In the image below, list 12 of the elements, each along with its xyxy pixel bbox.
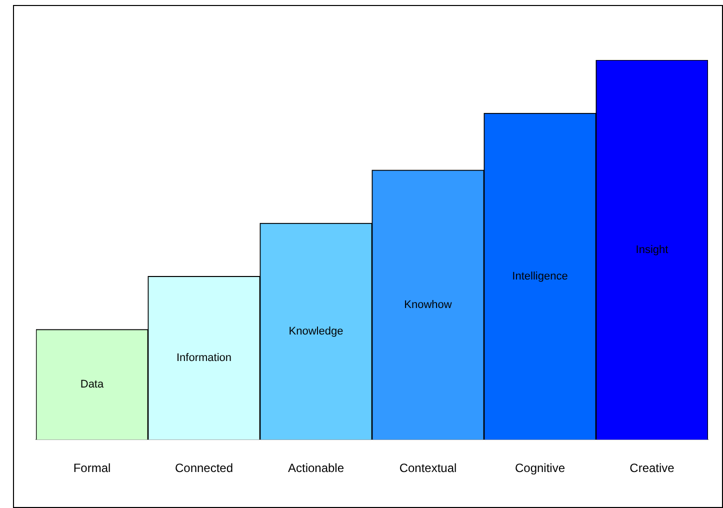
annotation: Information <box>176 352 232 364</box>
annotation: Knowhow <box>404 298 452 311</box>
annotation: Insight <box>636 244 668 256</box>
annotation: Data <box>80 378 104 391</box>
annotation: Intelligence <box>512 270 568 282</box>
annotation: Knowledge <box>288 325 344 338</box>
x-tick-label: Cognitive <box>514 461 566 476</box>
x-tick-label: Contextual <box>399 461 457 476</box>
x-tick-label: Creative <box>630 461 675 476</box>
x-tick-label: Connected <box>174 461 234 476</box>
x-tick-label: Actionable <box>288 461 344 476</box>
x-tick-label: Formal <box>73 461 111 476</box>
